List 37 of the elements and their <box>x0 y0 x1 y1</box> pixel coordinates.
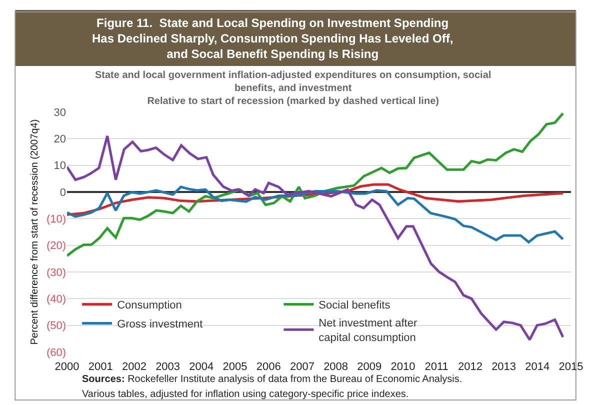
y-tick-label: (40) <box>46 294 66 306</box>
y-tick-label: 30 <box>54 106 66 119</box>
x-tick-label: 2011 <box>424 361 448 373</box>
source-note: Sources: Rockefeller Institute analysis of data from the Bureau of Economic Analysis. <box>82 374 462 385</box>
x-tick-label: 2012 <box>458 361 482 373</box>
text: Various tables, adjusted for inflation using category-specific price indexes. <box>82 389 409 400</box>
chart-title: Figure 11. State and Local Spending on Investment Spending Has Declined Sharply, Consumption Spending Has Leveled Off, and Socal Benefit Spending Is Rising <box>92 16 454 62</box>
x-tick-label: 2014 <box>525 361 550 373</box>
y-axis-title: Percent difference from start of recession (2007q4) <box>29 119 40 345</box>
x-tick-label: 2002 <box>122 361 146 373</box>
x-tick-label: 2001 <box>88 361 113 373</box>
y-tick-label: (10) <box>46 214 66 226</box>
x-tick-label: 2006 <box>256 361 281 373</box>
legend-label: Social benefits <box>318 300 391 312</box>
legend-label: Consumption <box>117 300 182 312</box>
x-tick-label: 2004 <box>189 361 214 373</box>
x-tick-label: 2013 <box>492 361 516 373</box>
y-tick-label: (50) <box>46 320 66 332</box>
line-series <box>67 186 564 244</box>
y-tick-label: 10 <box>54 160 66 172</box>
x-tick-label: 2005 <box>222 361 248 373</box>
x-tick-label: 2009 <box>357 361 382 373</box>
x-tick-label: 2008 <box>324 361 348 373</box>
legend-label: Net investment after capital consumption <box>318 318 418 344</box>
legend-label: Gross investment <box>117 318 203 331</box>
line-series <box>67 112 564 257</box>
y-tick-label: 20 <box>54 134 66 146</box>
x-tick-label: 2007 <box>290 361 314 373</box>
x-tick-label: 2000 <box>54 361 80 373</box>
chart-subtitle: State and local government inflation-adjusted expenditures on consumption, social benefits, and investment Relative to start of recession (marked by dashed vertical line) <box>95 70 492 107</box>
x-tick-label: 2003 <box>156 361 180 373</box>
y-tick-label: (60) <box>46 346 66 359</box>
y-tick-label: (30) <box>46 266 66 279</box>
x-tick-label: 2010 <box>390 361 416 373</box>
y-tick-label: 0 <box>60 186 66 199</box>
x-tick-label: 2015 <box>558 361 584 373</box>
y-tick-label: (20) <box>46 240 66 252</box>
